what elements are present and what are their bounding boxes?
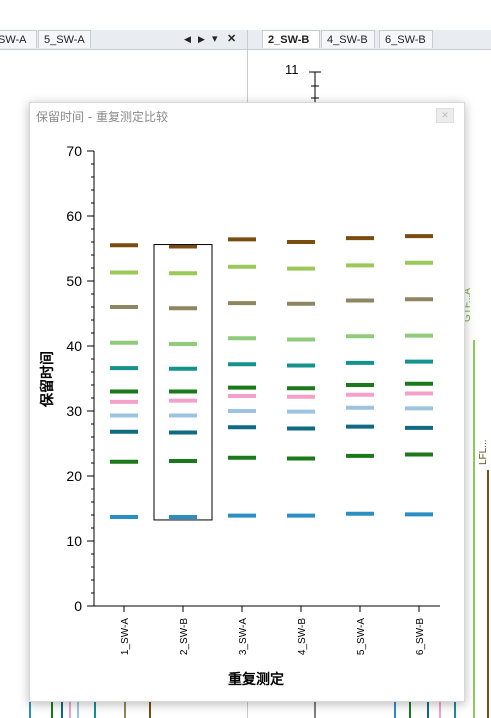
tab-label: 2_SW-B xyxy=(268,34,310,46)
tab-label: 6_SW-B xyxy=(385,34,426,46)
y-tick-label: 0 xyxy=(74,598,82,614)
tab-left-2[interactable]: 5_SW-A xyxy=(38,30,91,48)
tab-right-3[interactable]: 6_SW-B xyxy=(379,30,433,48)
retention-time-chart: 0 10 20 30 40 50 60 70 1_SW-A 2_SW-B 3_SW-A 4_SW-B 5… xyxy=(39,143,440,688)
x-tick-label: 4_SW-B xyxy=(297,618,308,655)
peak-label-lfl: LFL... xyxy=(478,439,489,465)
close-panel-icon[interactable]: ✕ xyxy=(227,33,237,45)
tab-right-2[interactable]: 4_SW-B xyxy=(321,30,375,48)
x-tick-label: 6_SW-B xyxy=(415,618,426,655)
y-tick-label: 60 xyxy=(66,208,82,224)
prev-tab-icon[interactable]: ◀ xyxy=(184,34,191,44)
tab-label: SW-A xyxy=(0,34,27,46)
y-tick-label: 20 xyxy=(66,468,82,484)
y-tick-label: 10 xyxy=(66,533,82,549)
y-tick-label: 50 xyxy=(66,273,82,289)
chart-marks xyxy=(110,234,433,521)
y-tick-label: 70 xyxy=(66,143,82,159)
y-tick-label: 30 xyxy=(66,403,82,419)
chart-axes: 0 10 20 30 40 50 60 70 1_SW-A 2_SW-B 3_SW-A 4_SW-B 5… xyxy=(66,143,440,655)
y-tick-label: 40 xyxy=(66,338,82,354)
x-tick-label: 3_SW-A xyxy=(238,618,249,655)
selection-box xyxy=(153,244,213,521)
retention-time-comparison-dialog: 保留时间 - 重复测定比较 ✕ 0 10 20 30 40 50 60 70 1_SW-A 2_S… xyxy=(29,102,465,702)
tab-label: 5_SW-A xyxy=(44,34,85,46)
left-tab-strip: SW-A 5_SW-A ◀ ▶ ▾ ✕ xyxy=(0,30,247,50)
tab-menu-icon[interactable]: ▾ xyxy=(212,33,218,45)
tab-right-1[interactable]: 2_SW-B xyxy=(262,30,320,48)
tab-label: 4_SW-B xyxy=(327,34,368,46)
y-axis-title: 保留时间 xyxy=(39,351,56,408)
right-tab-strip: 2_SW-B 4_SW-B 6_SW-B xyxy=(248,30,491,50)
x-tick-label: 2_SW-B xyxy=(179,618,190,655)
tab-left-1[interactable]: SW-A xyxy=(0,30,37,48)
close-icon[interactable]: ✕ xyxy=(436,108,454,123)
next-tab-icon[interactable]: ▶ xyxy=(198,34,205,44)
dialog-title: 保留时间 - 重复测定比较 xyxy=(36,110,168,124)
x-axis-title: 重复测定 xyxy=(228,671,284,688)
x-tick-label: 1_SW-A xyxy=(120,618,131,655)
x-tick-label: 5_SW-A xyxy=(356,618,367,655)
background-y-top-label: 11 xyxy=(285,62,299,77)
